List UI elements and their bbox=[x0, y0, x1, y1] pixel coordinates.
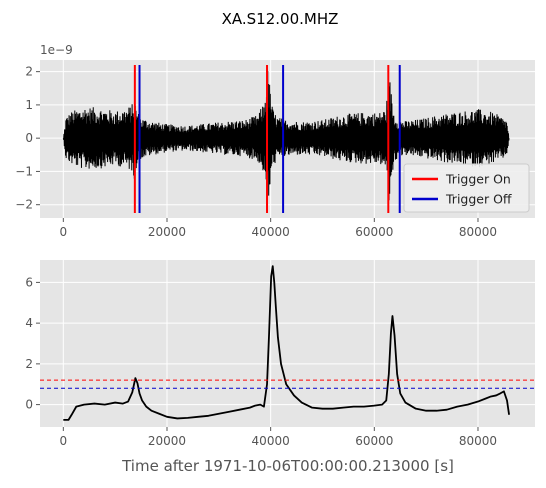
x-tick-label: 60000 bbox=[355, 225, 393, 239]
y-tick-label: 0 bbox=[25, 398, 33, 412]
x-axis-label: Time after 1971-10-06T00:00:00.213000 [s… bbox=[121, 457, 454, 475]
y-tick-label: 1 bbox=[25, 98, 33, 112]
y-offset-text: 1e−9 bbox=[40, 43, 73, 57]
threshold-lines bbox=[40, 379, 535, 389]
plot-area bbox=[40, 260, 535, 427]
x-tick-label: 40000 bbox=[252, 434, 290, 448]
x-tick-label: 20000 bbox=[148, 434, 186, 448]
legend: Trigger On Trigger Off bbox=[403, 163, 530, 213]
x-tick-label: 20000 bbox=[148, 225, 186, 239]
y-tick-label: −1 bbox=[15, 164, 33, 178]
figure-title: XA.S12.00.MHZ bbox=[222, 10, 339, 28]
bottom-panel: 0 20000 40000 60000 80000 0 2 4 6 bbox=[25, 260, 535, 448]
x-tick-label: 0 bbox=[60, 225, 68, 239]
x-tick-label: 80000 bbox=[459, 225, 497, 239]
tick-labels: 0 20000 40000 60000 80000 0 2 4 6 bbox=[25, 275, 497, 448]
characteristic-function-line bbox=[63, 265, 510, 421]
y-tick-label: 2 bbox=[25, 65, 33, 79]
y-tick-label: −2 bbox=[15, 198, 33, 212]
top-panel: 0 20000 40000 60000 80000 −2 −1 0 1 2 1e−9 Trigger … bbox=[15, 43, 535, 239]
x-tick-label: 40000 bbox=[252, 225, 290, 239]
legend-label: Trigger Off bbox=[445, 192, 512, 207]
y-tick-label: 4 bbox=[25, 316, 33, 330]
waveform-line bbox=[62, 71, 510, 201]
legend-label: Trigger On bbox=[445, 172, 511, 187]
y-tick-label: 0 bbox=[25, 131, 33, 145]
y-tick-label: 2 bbox=[25, 357, 33, 371]
x-tick-label: 0 bbox=[60, 434, 68, 448]
tick-labels: 0 20000 40000 60000 80000 −2 −1 0 1 2 bbox=[15, 65, 497, 239]
x-tick-label: 80000 bbox=[459, 434, 497, 448]
grid bbox=[40, 260, 535, 427]
y-tick-label: 6 bbox=[25, 275, 33, 289]
x-tick-label: 60000 bbox=[355, 434, 393, 448]
trigger-lines bbox=[133, 64, 401, 214]
